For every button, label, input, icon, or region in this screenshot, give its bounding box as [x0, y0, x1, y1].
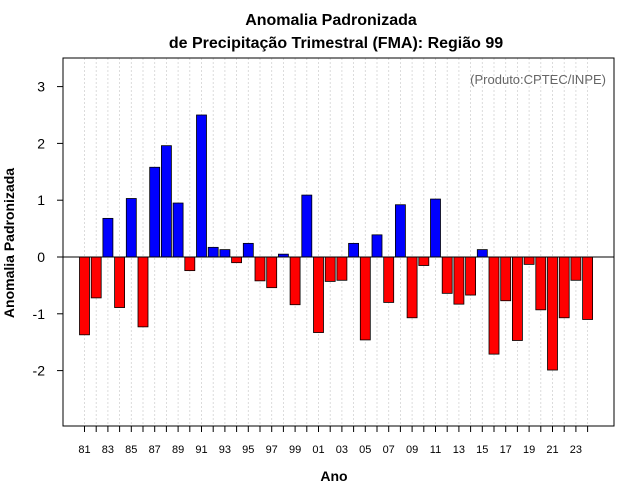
bar-2023 — [570, 256, 582, 281]
bar-2002 — [324, 256, 336, 282]
x-tick-label: 15 — [476, 444, 488, 456]
bar-1983 — [102, 217, 114, 258]
bar-2004 — [348, 242, 360, 258]
bar-1989 — [172, 202, 184, 258]
bar-2021 — [547, 256, 558, 371]
bar-1984 — [114, 256, 125, 308]
x-axis-label: Ano — [320, 468, 347, 484]
bar-2009 — [406, 256, 418, 319]
y-axis: -2 -1 0 1 2 3 — [33, 79, 63, 379]
x-tick-label: 07 — [383, 444, 395, 456]
bar-2017 — [500, 256, 512, 302]
x-tick-label: 11 — [430, 444, 441, 456]
bar-1987 — [149, 166, 161, 258]
x-tick-label: 87 — [149, 444, 161, 456]
bar-2007 — [383, 256, 395, 303]
bar-2003 — [336, 256, 348, 281]
y-tick-label: -1 — [33, 306, 46, 322]
bar-1994 — [231, 256, 243, 264]
plot-frame — [62, 57, 615, 427]
bar-2008 — [394, 204, 406, 258]
bar-2010 — [418, 256, 430, 266]
x-tick-label: 01 — [312, 444, 324, 456]
bar-2024 — [582, 256, 593, 320]
x-tick-label: 85 — [125, 444, 137, 456]
bar-2014 — [465, 256, 477, 296]
bar-1988 — [160, 145, 172, 258]
x-tick-label: 97 — [266, 444, 278, 456]
x-tick-label: 13 — [453, 444, 465, 456]
x-tick-label: 03 — [336, 444, 348, 456]
bar-2016 — [488, 256, 500, 355]
x-axis: 81 83 85 87 89 91 93 95 97 99 01 03 05 07 09 11 13 15 17 19… — [78, 426, 589, 456]
x-tick-label: 93 — [219, 444, 231, 456]
x-tick-label: 19 — [523, 444, 535, 456]
bar-2012 — [441, 256, 453, 294]
bar-2015 — [476, 249, 488, 258]
y-axis-label: Anomalia Padronizada — [1, 168, 17, 318]
x-tick-label: 89 — [172, 444, 184, 456]
x-tick-label: 99 — [289, 444, 301, 456]
y-tick-label: 1 — [37, 192, 45, 208]
bar-2013 — [453, 256, 465, 305]
y-tick-label: 2 — [37, 135, 45, 151]
bar-1992 — [207, 246, 219, 258]
y-tick-label: 3 — [37, 79, 45, 95]
bars — [79, 114, 593, 371]
bar-2005 — [359, 256, 371, 341]
x-tick-label: 81 — [78, 444, 90, 456]
y-tick-label: -2 — [33, 363, 46, 379]
bar-2001 — [313, 256, 324, 333]
bar-1997 — [266, 256, 278, 289]
bar-1996 — [254, 256, 266, 282]
bar-2006 — [371, 234, 383, 258]
x-tick-label: 91 — [195, 444, 207, 456]
x-tick-label: 23 — [570, 444, 582, 456]
x-tick-label: 09 — [406, 444, 418, 456]
x-tick-label: 95 — [242, 444, 254, 456]
bar-2020 — [535, 256, 547, 311]
x-tick-label: 17 — [500, 444, 512, 456]
bar-1993 — [219, 249, 231, 258]
x-tick-label: 05 — [359, 444, 371, 456]
bar-2019 — [523, 256, 535, 265]
x-tick-label: 21 — [546, 444, 558, 456]
bar-1986 — [137, 256, 149, 328]
y-tick-label: 0 — [37, 249, 45, 265]
bar-1999 — [289, 256, 301, 306]
chart-subtitle: de Precipitação Trimestral (FMA): Região… — [169, 35, 503, 52]
bar-2000 — [301, 194, 313, 258]
bar-1982 — [90, 256, 102, 299]
bar-1990 — [184, 256, 196, 272]
bar-1991 — [196, 114, 207, 258]
bar-1981 — [79, 256, 90, 336]
bar-2011 — [430, 198, 441, 258]
chart-title: Anomalia Padronizada — [245, 12, 417, 29]
bar-2022 — [558, 256, 570, 319]
bar-1985 — [125, 198, 137, 258]
bar-2018 — [512, 256, 523, 341]
bar-1995 — [242, 242, 254, 258]
x-tick-label: 83 — [102, 444, 114, 456]
credit-label: (Produto:CPTEC/INPE) — [470, 72, 606, 87]
